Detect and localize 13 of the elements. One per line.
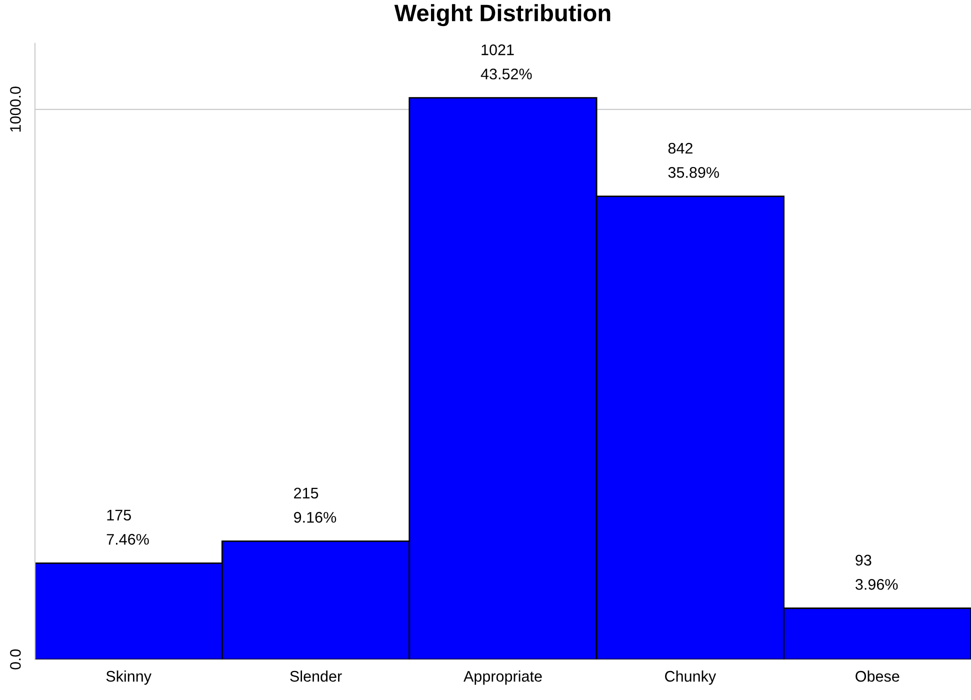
x-tick-label: Skinny <box>106 670 152 685</box>
y-tick-label: 1000.0 <box>10 86 21 132</box>
x-tick-label: Slender <box>290 670 342 682</box>
data-label: 93 3.96% <box>856 554 898 590</box>
data-label: 842 35.89% <box>668 142 719 178</box>
chart-title: Weight Distribution <box>394 4 610 26</box>
data-label: 215 9.16% <box>294 488 336 523</box>
data-label: 175 7.46% <box>106 510 149 545</box>
y-tick-label: 0.0 <box>10 649 21 670</box>
x-tick-label: Obese <box>856 670 900 682</box>
x-tick-label: Chunky <box>665 670 716 685</box>
data-label: 1021 43.52% <box>480 44 532 80</box>
x-tick-label: Appropriate <box>464 670 542 685</box>
